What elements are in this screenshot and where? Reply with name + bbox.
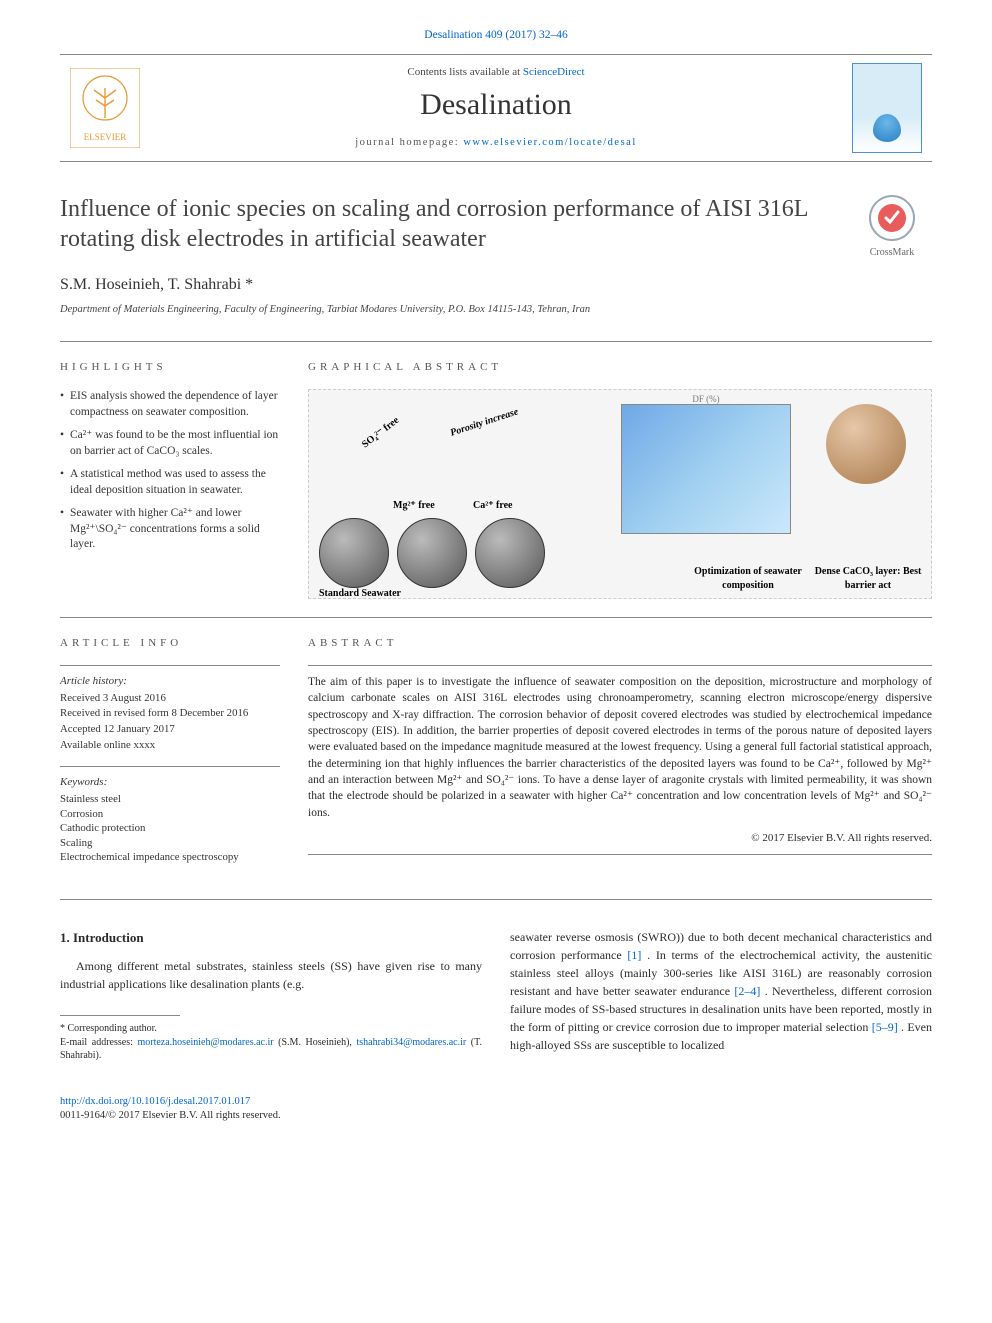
journal-homepage-line: journal homepage: www.elsevier.com/locat…: [160, 136, 832, 150]
graphical-abstract-figure: SO₄²⁻ free Porosity increase Mg²⁺ free C…: [308, 389, 932, 599]
highlight-item: Ca²⁺ was found to be the most influentia…: [60, 428, 280, 459]
top-citation: Desalination 409 (2017) 32–46: [60, 28, 932, 44]
section-heading: 1. Introduction: [60, 928, 482, 948]
ga-flow-label: Optimization of seawater composition: [693, 565, 803, 592]
citation-link[interactable]: [5–9]: [872, 1020, 898, 1034]
contents-prefix: Contents lists available at: [407, 66, 522, 78]
highlights-label: HIGHLIGHTS: [60, 360, 280, 375]
contour-plot-icon: DF (%): [621, 404, 791, 534]
citation-link[interactable]: [1]: [627, 948, 641, 962]
divider: [60, 665, 280, 666]
author-email-link[interactable]: tshahrabi34@modares.ac.ir: [356, 1037, 466, 1048]
crossmark-icon: [868, 194, 916, 242]
keyword: Electrochemical impedance spectroscopy: [60, 850, 280, 865]
divider: [308, 854, 932, 855]
abstract-copyright: © 2017 Elsevier B.V. All rights reserved…: [308, 831, 932, 846]
sciencedirect-link[interactable]: ScienceDirect: [523, 66, 585, 78]
history-head: Article history:: [60, 674, 280, 689]
article-history: Article history: Received 3 August 2016 …: [60, 674, 280, 752]
keywords-head: Keywords:: [60, 775, 280, 790]
keyword: Cathodic protection: [60, 821, 280, 836]
corresponding-author-footnote: * Corresponding author. E-mail addresses…: [60, 1022, 482, 1063]
history-line: Accepted 12 January 2017: [60, 722, 280, 737]
footnote-emails-prefix: E-mail addresses:: [60, 1037, 137, 1048]
highlight-item: A statistical method was used to assess …: [60, 467, 280, 498]
ga-arrow-label: Mg²⁺ free: [393, 499, 435, 513]
ga-arrow-label: Ca²⁺ free: [473, 499, 512, 513]
ga-bottom-label: Standard Seawater: [319, 587, 401, 601]
keyword: Scaling: [60, 836, 280, 851]
issn-copyright: 0011-9164/© 2017 Elsevier B.V. All right…: [60, 1109, 932, 1123]
highlight-item: EIS analysis showed the dependence of la…: [60, 389, 280, 420]
ga-arrow-label: SO₄²⁻ free: [359, 414, 402, 451]
divider: [60, 341, 932, 342]
sem-image-icon: [319, 518, 389, 588]
article-body: 1. Introduction Among different metal su…: [60, 928, 932, 1063]
highlight-item: Seawater with higher Ca²⁺ and lower Mg²⁺…: [60, 506, 280, 553]
dense-layer-icon: [826, 404, 906, 484]
journal-homepage-link[interactable]: www.elsevier.com/locate/desal: [463, 137, 636, 148]
keywords-block: Keywords: Stainless steel Corrosion Cath…: [60, 775, 280, 865]
history-line: Available online xxxx: [60, 738, 280, 753]
journal-name: Desalination: [160, 85, 832, 126]
footnote-separator: [60, 1015, 180, 1016]
history-line: Received 3 August 2016: [60, 691, 280, 706]
article-info-label: ARTICLE INFO: [60, 636, 280, 651]
author-email-link[interactable]: morteza.hoseinieh@modares.ac.ir: [137, 1037, 273, 1048]
crossmark-badge[interactable]: CrossMark: [852, 194, 932, 260]
publisher-logo-box: ELSEVIER: [60, 63, 150, 153]
journal-cover-icon: [852, 63, 922, 153]
top-citation-link[interactable]: Desalination 409 (2017) 32–46: [424, 29, 567, 41]
journal-masthead: ELSEVIER Contents lists available at Sci…: [60, 54, 932, 162]
graphical-abstract-label: GRAPHICAL ABSTRACT: [308, 360, 932, 375]
sem-image-icon: [397, 518, 467, 588]
page-footer: http://dx.doi.org/10.1016/j.desal.2017.0…: [60, 1095, 932, 1123]
footnote-tail: (S.M. Hoseinieh),: [278, 1037, 356, 1048]
crossmark-label: CrossMark: [852, 246, 932, 260]
history-line: Received in revised form 8 December 2016: [60, 706, 280, 721]
divider: [60, 617, 932, 618]
divider: [308, 665, 932, 666]
elsevier-tree-logo-icon: ELSEVIER: [70, 68, 140, 148]
affiliation: Department of Materials Engineering, Fac…: [60, 303, 932, 317]
footnote-star: * Corresponding author.: [60, 1022, 482, 1036]
divider: [60, 766, 280, 767]
sem-image-icon: [475, 518, 545, 588]
homepage-prefix: journal homepage:: [355, 137, 463, 148]
svg-text:ELSEVIER: ELSEVIER: [84, 132, 127, 142]
article-title: Influence of ionic species on scaling an…: [60, 194, 836, 254]
keyword: Corrosion: [60, 807, 280, 822]
contour-title: DF (%): [692, 393, 719, 405]
author-list: S.M. Hoseinieh, T. Shahrabi *: [60, 274, 932, 296]
body-paragraph: Among different metal substrates, stainl…: [60, 957, 482, 993]
divider: [60, 899, 932, 900]
highlights-list: EIS analysis showed the dependence of la…: [60, 389, 280, 553]
abstract-label: ABSTRACT: [308, 636, 932, 651]
journal-cover-box: [842, 63, 932, 153]
abstract-text: The aim of this paper is to investigate …: [308, 674, 932, 821]
contents-line: Contents lists available at ScienceDirec…: [160, 65, 832, 80]
citation-link[interactable]: [2–4]: [734, 984, 760, 998]
ga-arrow-label: Porosity increase: [449, 406, 521, 441]
ga-flow-label: Dense CaCO₃ layer: Best barrier act: [809, 565, 927, 592]
keyword: Stainless steel: [60, 792, 280, 807]
doi-link[interactable]: http://dx.doi.org/10.1016/j.desal.2017.0…: [60, 1096, 250, 1107]
